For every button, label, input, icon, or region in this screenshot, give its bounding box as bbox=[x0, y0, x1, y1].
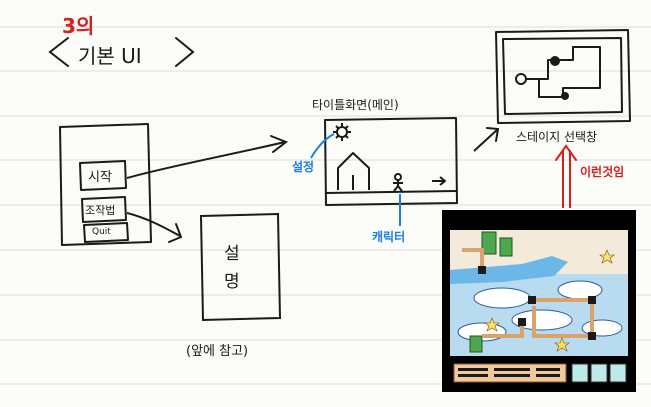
main-to-stage-arrow bbox=[473, 128, 499, 152]
controls-button[interactable]: 조작법 bbox=[85, 204, 116, 217]
character-callout: 캐릭터 bbox=[372, 230, 406, 244]
page-title: 기본 UI bbox=[78, 44, 142, 68]
controls-button-box bbox=[81, 196, 127, 223]
main-screen-box bbox=[324, 117, 458, 206]
controls-to-instructions-arrow bbox=[126, 212, 181, 237]
start-button-box bbox=[79, 160, 127, 191]
start-to-main-arrow bbox=[126, 141, 286, 179]
instructions-box bbox=[199, 212, 282, 322]
main-screen-caption: 타이틀화면(메인) bbox=[312, 98, 399, 112]
quit-button-box bbox=[83, 222, 129, 243]
settings-callout-line bbox=[310, 133, 335, 159]
start-button[interactable]: 시작 bbox=[88, 170, 112, 185]
lecture-number: 3의 bbox=[62, 14, 95, 38]
stage-select-example-screenshot bbox=[442, 210, 636, 392]
example-note: 이런것임 bbox=[580, 165, 625, 179]
quit-button[interactable]: Quit bbox=[92, 227, 111, 237]
settings-callout: 설정 bbox=[292, 160, 315, 174]
title-left-bracket bbox=[48, 37, 69, 67]
example-pointer-arrow bbox=[562, 150, 571, 208]
instructions-content: 설명 bbox=[224, 244, 240, 292]
instructions-caption: (앞에 참고) bbox=[186, 344, 249, 359]
title-device-box bbox=[59, 123, 152, 246]
title-right-bracket bbox=[175, 37, 195, 67]
stage-select-box bbox=[495, 29, 631, 124]
stage-select-caption: 스테이지 선택창 bbox=[516, 130, 598, 144]
